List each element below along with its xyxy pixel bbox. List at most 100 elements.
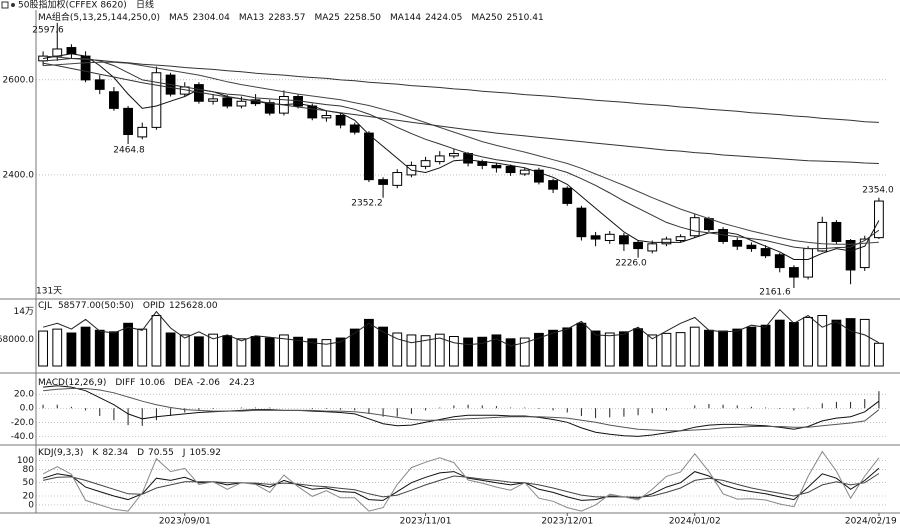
legend-name: MA13	[239, 13, 264, 23]
volume-bar	[250, 335, 261, 367]
candle-body	[675, 236, 686, 241]
legend-name: MA144	[390, 13, 421, 23]
legend-name: D	[137, 448, 144, 458]
candle-body	[831, 221, 842, 242]
volume-bar	[463, 337, 473, 367]
volume-bar	[349, 328, 360, 367]
candle-body	[604, 233, 615, 241]
indicator-line	[43, 385, 880, 437]
legend-name: DIFF	[115, 378, 135, 388]
legend-readout: 2510.41	[506, 13, 543, 23]
candle-body	[321, 115, 332, 119]
x-tick-label: 2024/02/19	[845, 517, 897, 527]
candle-body	[534, 169, 544, 183]
indicator-line	[43, 58, 880, 250]
candle-body	[208, 98, 218, 102]
readout: 24.23	[229, 378, 255, 388]
volume-bar	[874, 342, 884, 367]
x-tick-label: 2024/01/02	[669, 517, 721, 527]
candle-body	[562, 187, 573, 204]
legend-readout: 70.55	[148, 448, 174, 458]
indicator-title: CJL	[38, 301, 52, 311]
candle-body	[817, 221, 828, 252]
price-annotation: 2464.8	[113, 146, 145, 156]
y-tick-label: 0.0	[20, 404, 35, 414]
volume-bar	[151, 315, 162, 367]
volume-bar	[406, 334, 417, 367]
volume-bar	[66, 332, 77, 367]
volume-bar	[236, 338, 247, 367]
legend-readout: 10.06	[139, 378, 165, 388]
volume-bar	[335, 337, 346, 367]
volume-bar	[264, 337, 275, 367]
volume-bar	[307, 338, 318, 367]
volume-bar	[52, 328, 63, 367]
y-tick-label: 14万	[14, 307, 34, 317]
volume-bar	[576, 322, 587, 367]
legend-name: K	[92, 448, 99, 458]
volume-bar	[321, 339, 332, 367]
candle-body	[151, 72, 162, 128]
y-tick-label: -40.0	[11, 432, 35, 442]
candle-body	[774, 254, 785, 269]
candle-body	[491, 164, 502, 169]
candle-body	[874, 200, 884, 239]
volume-bar	[817, 315, 828, 367]
indicator-line	[42, 467, 880, 501]
y-tick-label: 80	[23, 465, 35, 475]
volume-bar	[80, 326, 91, 367]
candle-body	[449, 153, 459, 157]
day-count: 131天	[36, 287, 62, 297]
candle-body	[463, 153, 473, 164]
volume-bar	[94, 329, 105, 367]
volume-bar	[633, 328, 643, 367]
indicator-line	[42, 308, 880, 347]
window-icon[interactable]	[1, 1, 9, 9]
legend-readout: -2.06	[197, 378, 221, 388]
price-annotation: 2226.0	[615, 259, 647, 269]
legend-readout: 105.92	[189, 448, 221, 458]
volume-bar	[534, 332, 544, 367]
indicator-title: MA组合(5,13,25,144,250,0)	[38, 11, 160, 23]
candle-body	[222, 97, 233, 107]
legend-name: MA250	[471, 13, 502, 23]
legend-readout: 125628.00	[169, 301, 218, 311]
candle-body	[859, 238, 870, 269]
candle-body	[434, 155, 445, 163]
volume-bar	[774, 319, 785, 367]
volume-bar	[661, 332, 672, 367]
candle-body	[633, 241, 643, 250]
volume-bar	[859, 318, 870, 367]
volume-bar	[647, 334, 658, 367]
volume-bar	[123, 322, 133, 367]
volume-bar	[845, 318, 856, 367]
volume-bar	[519, 337, 530, 367]
indicator-line	[43, 388, 880, 432]
period[interactable]: 日线	[136, 0, 154, 11]
volume-bar	[109, 331, 119, 367]
volume-bar	[477, 336, 488, 367]
price-annotation: 2161.6	[759, 288, 791, 298]
indicator-header: KDJ(9,3,3) K 82.34 D 70.55 J 105.92	[38, 448, 221, 458]
y-tick-label: 50	[23, 478, 35, 488]
indicator-line	[42, 450, 880, 512]
volume-bar	[420, 335, 431, 367]
candle-body	[803, 248, 813, 278]
candle-body	[746, 244, 757, 250]
y-tick-label: 20	[23, 492, 35, 502]
y-tick-label: 100	[17, 456, 34, 466]
volume-bar	[179, 334, 190, 367]
candle-body	[137, 126, 148, 138]
volume-bar	[38, 330, 48, 367]
volume-bar	[732, 328, 743, 367]
volume-bar	[208, 333, 218, 367]
indicator-header: MACD(12,26,9) DIFF 10.06 DEA -2.06 24.23	[38, 378, 255, 388]
candle-body	[52, 48, 63, 57]
indicator-line	[43, 53, 880, 260]
candle-body	[420, 160, 431, 167]
candle-body	[392, 172, 403, 186]
candle-body	[548, 180, 558, 190]
candle-body	[689, 217, 700, 237]
